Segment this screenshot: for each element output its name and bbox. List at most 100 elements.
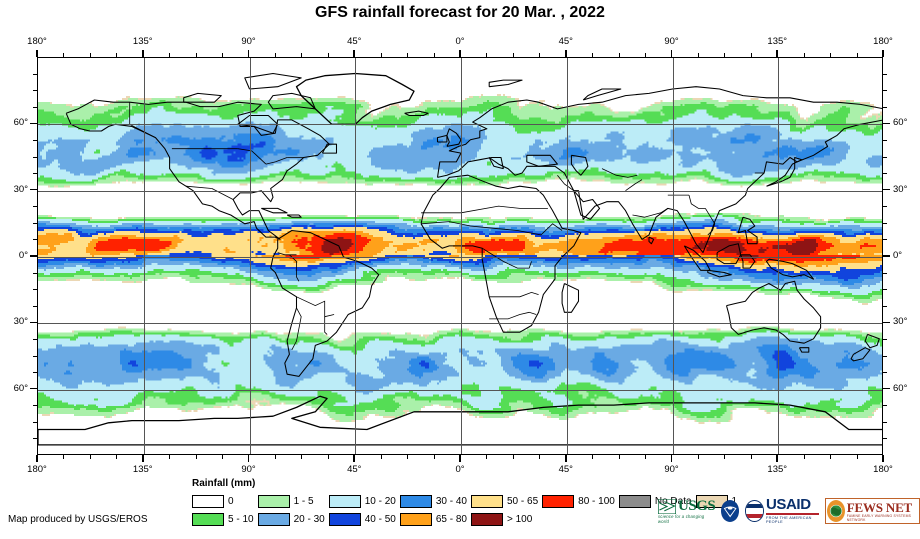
legend-label: 5 - 10 (228, 513, 254, 525)
coastline-antarctica (38, 395, 882, 446)
country-border (489, 291, 539, 298)
y-tick-minor (883, 372, 887, 374)
x-tick-major (776, 50, 779, 57)
y-tick-minor (33, 206, 37, 208)
x-tick-minor (697, 455, 699, 459)
coastline-sumatra (683, 245, 711, 271)
x-tick-minor (116, 455, 118, 459)
legend-item: 40 - 50 (328, 511, 396, 527)
legend-item: 0 (192, 493, 254, 509)
coastline-nfl (321, 143, 338, 154)
coastline-iceland (404, 110, 429, 117)
x-tick-minor (195, 53, 197, 57)
y-tick-minor (33, 222, 37, 224)
y-axis-label: 60° (13, 117, 28, 129)
y-tick-major (883, 122, 890, 125)
x-tick-minor (222, 53, 224, 57)
x-axis-label: 180° (873, 36, 893, 47)
x-tick-major (353, 50, 356, 57)
country-border (237, 148, 252, 152)
x-tick-minor (645, 53, 647, 57)
y-tick-minor (33, 289, 37, 291)
legend-label: No Data (654, 495, 692, 507)
x-tick-minor (169, 455, 171, 459)
y-tick-major (30, 188, 37, 191)
legend-label: 50 - 65 (507, 495, 539, 507)
legend-swatch (328, 512, 361, 526)
y-tick-minor (883, 405, 887, 407)
legend-label: 1 - 5 (293, 495, 314, 507)
usaid-logo-tagline: FROM THE AMERICAN PEOPLE (765, 515, 812, 524)
coastline-n-america (65, 99, 330, 240)
legend-label: 10 - 20 (364, 495, 396, 507)
y-axis-label: 30° (893, 183, 908, 195)
y-tick-minor (33, 73, 37, 75)
coastline-eurasia (436, 86, 882, 254)
x-axis-label: 135° (132, 464, 153, 475)
y-tick-minor (33, 338, 37, 340)
x-tick-minor (803, 53, 805, 57)
usgs-logo[interactable]: USGS science for a changing world (658, 497, 716, 524)
y-tick-minor (33, 305, 37, 307)
x-tick-minor (222, 455, 224, 459)
x-tick-minor (433, 455, 435, 459)
x-tick-minor (618, 455, 620, 459)
usaid-divider (765, 513, 819, 515)
x-tick-minor (380, 455, 382, 459)
x-tick-minor (697, 53, 699, 57)
coastline-philippines (737, 216, 758, 245)
y-tick-major (883, 321, 890, 324)
usgs-logo-text: USGS (678, 497, 716, 514)
legend-item: 65 - 80 (399, 511, 467, 527)
x-axis-label: 45° (347, 464, 362, 475)
country-border (632, 208, 669, 218)
y-tick-major (30, 321, 37, 324)
x-tick-minor (327, 53, 329, 57)
x-tick-minor (539, 53, 541, 57)
legend-item: 80 - 100 (542, 493, 615, 509)
y-tick-major (30, 387, 37, 390)
legend-swatch (192, 512, 224, 526)
country-border (185, 185, 212, 189)
noaa-logo[interactable] (721, 500, 740, 522)
legend-swatch (399, 512, 432, 526)
y-tick-major (883, 188, 890, 191)
usgs-logo-tagline: science for a changing world (658, 513, 705, 524)
country-border (296, 296, 335, 318)
y-tick-minor (33, 90, 37, 92)
coastline-svalbard (488, 79, 523, 88)
x-tick-minor (89, 455, 91, 459)
coastline-ireland (436, 134, 448, 143)
coastline-australia (725, 280, 822, 344)
coastline-arabia-gulf (573, 190, 601, 220)
y-tick-minor (883, 139, 887, 141)
y-tick-minor (883, 438, 887, 440)
usgs-wave-icon (658, 498, 676, 514)
x-tick-major (670, 50, 673, 57)
legend-item: 5 - 10 (192, 511, 254, 527)
y-tick-minor (33, 139, 37, 141)
usaid-seal-icon (745, 500, 764, 522)
x-tick-minor (592, 455, 594, 459)
map-plot-area[interactable] (37, 57, 883, 455)
x-tick-major (353, 455, 356, 462)
coastline-uk (446, 128, 462, 147)
country-border (275, 157, 288, 163)
y-axis-label: 60° (13, 382, 28, 394)
legend-item: No Data (618, 493, 692, 509)
y-tick-minor (33, 405, 37, 407)
legend-swatch (192, 494, 224, 508)
y-tick-minor (883, 272, 887, 274)
fewsnet-logo[interactable]: FEWS NET FAMINE EARLY WARNING SYSTEMS NE… (824, 498, 920, 524)
x-tick-minor (856, 455, 858, 459)
x-tick-minor (63, 53, 65, 57)
x-tick-minor (380, 53, 382, 57)
x-axis-label: 45° (558, 36, 573, 47)
legend-items: 0 1 - 5 10 - 20 30 - 40 50 - 65 80 - 100 No Da… (192, 493, 741, 527)
country-border (244, 221, 255, 225)
usaid-logo[interactable]: USAID FROM THE AMERICAN PEOPLE (745, 497, 819, 524)
country-border (688, 194, 706, 209)
credit-text: Map produced by USGS/EROS (8, 514, 148, 525)
y-tick-minor (33, 239, 37, 241)
legend-swatch (542, 494, 575, 508)
